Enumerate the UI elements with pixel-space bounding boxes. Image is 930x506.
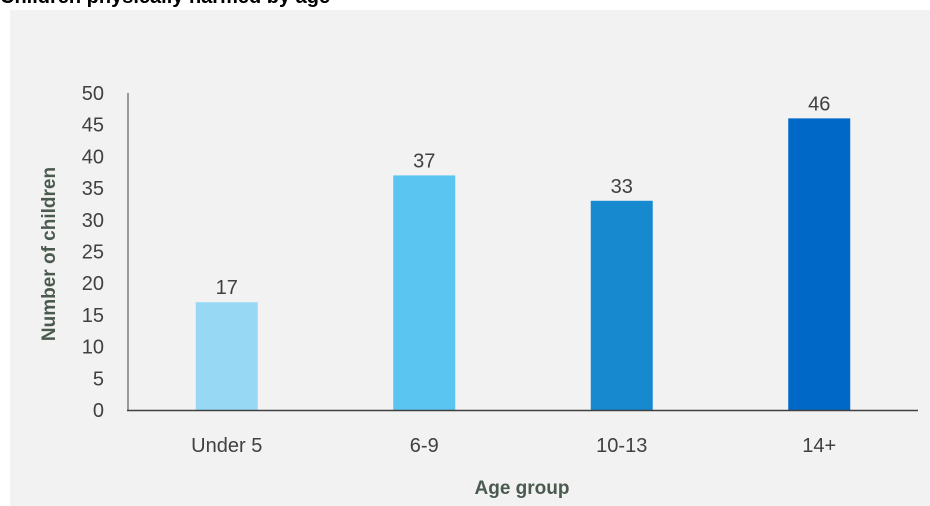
x-axis-ticks: Under 5 6-9 10-13 14+ [191,435,836,457]
x-tick-label: Under 5 [191,435,262,457]
bar-value-label: 37 [413,150,435,172]
bar-value-label: 33 [611,176,633,198]
x-axis-label: Age group [475,478,570,499]
y-axis-label: Number of children [39,167,60,341]
x-tick-label: 14+ [802,435,836,457]
y-tick-label: 15 [82,305,104,327]
bar [788,118,851,411]
y-tick-label: 10 [82,337,104,359]
y-tick-label: 35 [82,178,104,200]
y-tick-label: 25 [82,242,104,264]
chart-title: Children physically harmed by age [0,0,330,9]
x-tick-label: 10-13 [596,435,647,457]
bar-value-label: 46 [808,93,830,115]
x-tick-label: 6-9 [410,435,439,457]
y-axis-ticks: 0 5 10 15 20 25 30 35 40 45 50 [82,83,104,422]
bar [590,200,653,410]
y-tick-label: 40 [82,146,104,168]
y-tick-label: 20 [82,273,104,295]
y-tick-label: 0 [93,400,104,422]
bar [393,175,456,410]
y-tick-label: 45 [82,115,104,137]
chart-panel [10,10,930,506]
bar-value-label: 17 [216,277,238,299]
y-tick-label: 5 [93,368,104,390]
bars [195,118,851,411]
y-tick-label: 50 [82,83,104,105]
y-tick-label: 30 [82,210,104,232]
data-labels: 17 37 33 46 [216,93,831,299]
bar [195,302,258,410]
